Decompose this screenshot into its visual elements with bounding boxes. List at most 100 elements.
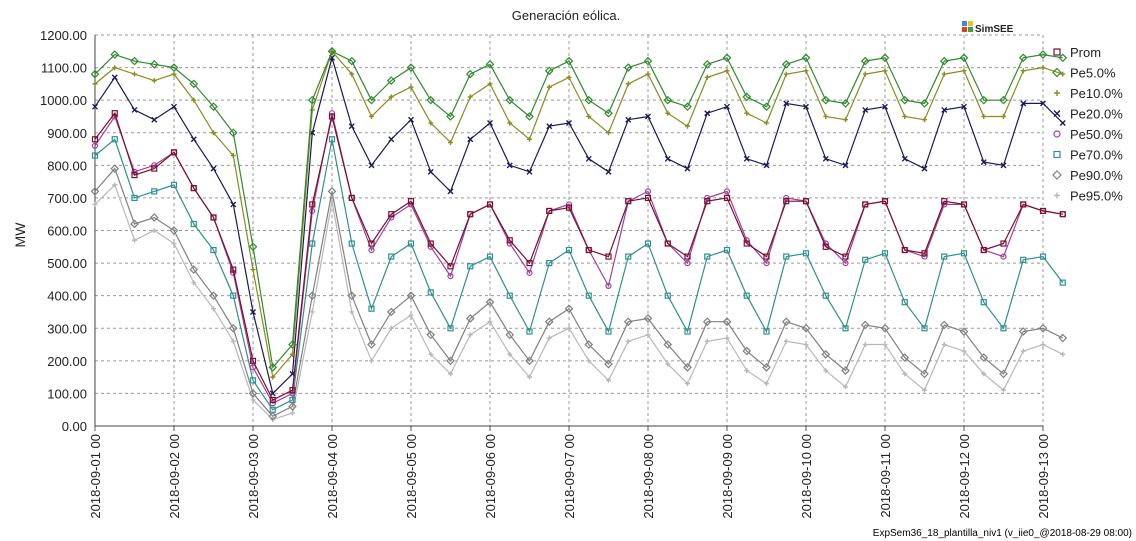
data-point [584, 340, 594, 349]
data-point [289, 390, 296, 397]
data-point [288, 340, 297, 349]
data-point [783, 100, 790, 107]
data-point [169, 226, 179, 235]
data-point [743, 240, 750, 247]
data-point [525, 356, 534, 366]
data-point [348, 194, 355, 202]
data-point [427, 289, 434, 296]
data-point [665, 110, 671, 116]
legend-label: Pe10.0% [1070, 86, 1123, 101]
data-point [1038, 50, 1048, 59]
data-point [408, 116, 414, 123]
data-point [210, 165, 217, 172]
data-point [623, 63, 633, 72]
data-point [307, 291, 317, 301]
data-point [762, 363, 771, 372]
data-point [149, 213, 159, 222]
data-point [920, 369, 929, 379]
data-point [565, 204, 573, 211]
x-tick-label: 2018-09-08 00 [641, 434, 656, 519]
y-tick-label: 700.00 [47, 191, 87, 206]
legend-marker [1053, 110, 1061, 117]
data-point [290, 410, 295, 416]
data-point [1018, 53, 1028, 63]
data-point [842, 259, 849, 267]
data-point [999, 369, 1008, 379]
legend-label: Pe20.0% [1070, 107, 1123, 122]
data-point [625, 81, 631, 87]
data-point [902, 113, 908, 119]
data-point [979, 95, 989, 105]
data-point [289, 387, 296, 394]
data-point [685, 123, 690, 129]
data-point [685, 381, 690, 387]
data-point [506, 237, 513, 244]
data-point [230, 266, 237, 273]
series-group [90, 46, 1068, 422]
data-point [467, 136, 474, 143]
data-point [249, 377, 257, 384]
legend-item: Prom [1053, 45, 1101, 60]
data-point [683, 102, 692, 112]
data-point [328, 113, 336, 120]
data-point [902, 371, 908, 377]
data-point [862, 201, 869, 208]
data-point [645, 71, 651, 77]
data-point [704, 194, 711, 202]
data-point [132, 71, 137, 77]
data-point [842, 253, 849, 260]
data-point [999, 95, 1008, 105]
data-point [327, 46, 337, 56]
data-point [684, 165, 691, 172]
data-point [110, 164, 120, 173]
data-point [584, 95, 594, 105]
data-point [250, 308, 256, 315]
data-point [465, 314, 475, 323]
data-point [843, 117, 848, 123]
data-point [171, 71, 177, 77]
data-point [90, 69, 100, 79]
data-point [151, 228, 157, 233]
data-point [901, 299, 908, 306]
data-point [112, 65, 118, 71]
data-point [228, 128, 238, 138]
data-point [190, 220, 197, 228]
data-point [249, 357, 257, 364]
data-point [763, 328, 770, 335]
data-point [1001, 387, 1006, 393]
data-point [623, 317, 633, 327]
data-point [268, 411, 278, 421]
data-point [722, 317, 732, 327]
data-point [388, 94, 394, 100]
legend-label: Prom [1070, 45, 1101, 60]
data-point [743, 292, 750, 299]
data-point [249, 364, 257, 371]
data-point [467, 263, 474, 270]
data-point [130, 56, 139, 66]
data-point [920, 99, 929, 108]
data-point [130, 219, 139, 229]
data-point [704, 198, 711, 205]
data-point [724, 68, 730, 74]
data-point [546, 207, 553, 215]
data-point [961, 103, 967, 110]
data-point [663, 340, 673, 349]
data-point [505, 330, 515, 340]
data-point [625, 198, 632, 205]
data-point [151, 165, 158, 172]
x-tick-label: 2018-09-03 00 [246, 434, 261, 519]
data-point [367, 95, 376, 105]
series-pe20-0- [92, 54, 1066, 397]
data-point [980, 299, 987, 306]
data-point [939, 56, 949, 66]
data-point [527, 136, 532, 142]
data-point [388, 136, 395, 143]
legend-marker [1054, 192, 1060, 199]
data-point [507, 351, 513, 357]
data-point [841, 99, 850, 108]
y-tick-label: 300.00 [47, 321, 87, 336]
data-point [290, 351, 295, 357]
data-point [91, 142, 99, 149]
data-point [821, 349, 831, 359]
data-point [921, 165, 928, 172]
